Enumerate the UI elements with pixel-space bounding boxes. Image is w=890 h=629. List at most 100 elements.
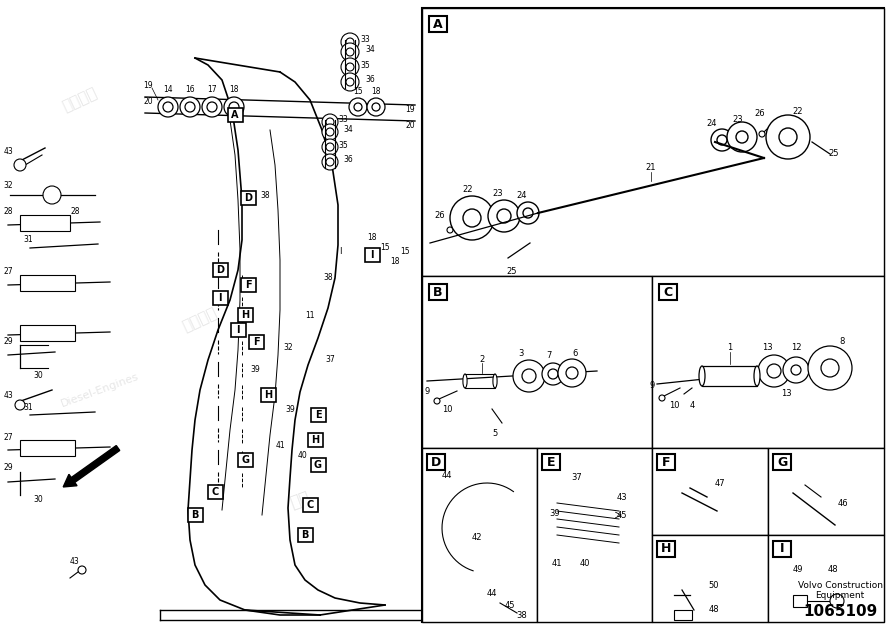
Text: 37: 37: [571, 474, 582, 482]
Bar: [240, 278, 255, 292]
Text: 18: 18: [230, 86, 239, 94]
Text: 35: 35: [338, 140, 348, 150]
Text: C: C: [663, 286, 673, 299]
Circle shape: [158, 97, 178, 117]
Circle shape: [341, 73, 359, 91]
Circle shape: [517, 202, 539, 224]
Text: 36: 36: [344, 155, 352, 165]
Text: 47: 47: [715, 479, 725, 487]
Text: 42: 42: [472, 533, 482, 542]
Text: 43: 43: [4, 147, 12, 157]
Bar: [659, 284, 677, 300]
Text: 40: 40: [579, 559, 590, 567]
Text: 18: 18: [390, 257, 400, 267]
Text: A: A: [433, 18, 443, 30]
Circle shape: [542, 363, 564, 385]
Text: 38: 38: [516, 611, 528, 620]
Circle shape: [821, 359, 839, 377]
Text: 17: 17: [207, 86, 217, 94]
Bar: [422, 8, 884, 276]
Text: 25: 25: [829, 150, 839, 159]
Text: 13: 13: [762, 343, 773, 352]
Text: 8: 8: [839, 337, 845, 345]
Text: F: F: [662, 455, 670, 469]
Text: 34: 34: [344, 126, 352, 135]
Text: 5: 5: [492, 428, 498, 438]
Circle shape: [759, 131, 765, 137]
Text: 39: 39: [250, 365, 260, 374]
Text: 柴发动力: 柴发动力: [181, 306, 220, 335]
Circle shape: [349, 98, 367, 116]
Text: H: H: [311, 435, 319, 445]
Circle shape: [497, 209, 511, 223]
Text: E: E: [315, 410, 321, 420]
Bar: [308, 433, 322, 447]
Text: 27: 27: [4, 433, 12, 442]
Circle shape: [326, 143, 334, 151]
Text: H: H: [241, 310, 249, 320]
Text: 10: 10: [441, 404, 452, 413]
Circle shape: [488, 200, 520, 232]
Circle shape: [783, 357, 809, 383]
Circle shape: [523, 208, 533, 218]
Text: F: F: [245, 280, 251, 290]
Bar: [422, 448, 537, 622]
Bar: [465, 374, 495, 388]
Text: 41: 41: [552, 559, 562, 567]
Bar: [303, 498, 318, 512]
Circle shape: [450, 196, 494, 240]
Text: 33: 33: [338, 116, 348, 125]
Text: 16: 16: [185, 86, 195, 94]
Text: C: C: [306, 500, 313, 510]
Bar: [311, 408, 326, 422]
Circle shape: [779, 128, 797, 146]
Text: 48: 48: [708, 606, 719, 615]
Text: 1: 1: [727, 343, 732, 352]
Text: 4: 4: [690, 401, 694, 411]
Circle shape: [447, 227, 453, 233]
Text: 3: 3: [518, 348, 523, 357]
Text: 1065109: 1065109: [803, 604, 878, 620]
Bar: [652, 276, 884, 448]
Bar: [773, 454, 791, 470]
Text: 14: 14: [163, 86, 173, 94]
Circle shape: [758, 355, 790, 387]
Text: 11: 11: [305, 311, 315, 320]
Text: 紫发动力: 紫发动力: [630, 335, 669, 365]
Text: A: A: [231, 110, 239, 120]
Text: I: I: [339, 247, 341, 257]
Circle shape: [202, 97, 222, 117]
Text: 28: 28: [70, 208, 80, 216]
Bar: [768, 535, 884, 622]
Text: I: I: [218, 293, 222, 303]
Circle shape: [326, 158, 334, 166]
Text: 39: 39: [285, 406, 295, 415]
Text: 30: 30: [33, 370, 43, 379]
Text: 20: 20: [405, 121, 415, 130]
Bar: [20, 275, 75, 291]
Text: B: B: [302, 530, 309, 540]
Bar: [207, 485, 222, 499]
Text: 33: 33: [360, 35, 370, 45]
Text: 45: 45: [617, 511, 627, 521]
Text: 23: 23: [493, 189, 504, 199]
Text: 15: 15: [380, 243, 390, 252]
Text: B: B: [191, 510, 198, 520]
Text: 46: 46: [837, 499, 848, 508]
Text: 18: 18: [371, 87, 381, 96]
Text: 36: 36: [365, 75, 375, 84]
Text: 50: 50: [708, 581, 719, 589]
Circle shape: [15, 400, 25, 410]
Bar: [238, 453, 253, 467]
Bar: [674, 610, 692, 620]
Bar: [542, 454, 560, 470]
Text: 39: 39: [550, 508, 561, 518]
Text: 21: 21: [646, 163, 656, 172]
Circle shape: [78, 566, 86, 574]
Text: 43: 43: [70, 557, 80, 567]
Text: D: D: [216, 265, 224, 275]
Text: 41: 41: [275, 440, 285, 450]
Text: 27: 27: [4, 267, 12, 277]
Bar: [297, 528, 312, 542]
Text: 48: 48: [828, 565, 838, 574]
